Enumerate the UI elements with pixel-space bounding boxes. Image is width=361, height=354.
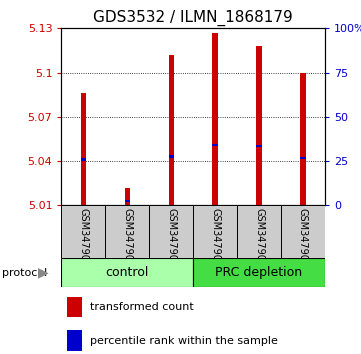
Bar [256, 145, 262, 148]
FancyBboxPatch shape [237, 205, 281, 258]
Bar [300, 73, 305, 205]
Bar [67, 297, 82, 317]
Text: control: control [105, 266, 149, 279]
Bar [169, 155, 174, 158]
FancyBboxPatch shape [193, 258, 325, 287]
FancyBboxPatch shape [149, 205, 193, 258]
Text: transformed count: transformed count [90, 302, 194, 312]
FancyBboxPatch shape [61, 258, 193, 287]
Text: ▶: ▶ [38, 266, 48, 280]
Text: GSM347908: GSM347908 [254, 208, 264, 267]
Text: PRC depletion: PRC depletion [216, 266, 303, 279]
Text: percentile rank within the sample: percentile rank within the sample [90, 336, 278, 346]
Bar [81, 93, 86, 205]
FancyBboxPatch shape [105, 205, 149, 258]
Bar [213, 33, 218, 205]
Bar [125, 188, 130, 205]
Title: GDS3532 / ILMN_1868179: GDS3532 / ILMN_1868179 [93, 9, 293, 25]
Text: GSM347905: GSM347905 [122, 208, 132, 267]
Bar [169, 55, 174, 205]
FancyBboxPatch shape [281, 205, 325, 258]
Text: GSM347907: GSM347907 [210, 208, 220, 267]
Text: GSM347906: GSM347906 [166, 208, 176, 267]
Text: GSM347909: GSM347909 [298, 208, 308, 267]
Bar [81, 159, 86, 161]
Bar [300, 157, 305, 159]
Bar [125, 200, 130, 202]
FancyBboxPatch shape [61, 205, 105, 258]
Text: protocol: protocol [2, 268, 47, 278]
Bar [256, 46, 262, 205]
Text: GSM347904: GSM347904 [78, 208, 88, 267]
Bar [213, 144, 218, 146]
Bar [67, 331, 82, 350]
FancyBboxPatch shape [193, 205, 237, 258]
